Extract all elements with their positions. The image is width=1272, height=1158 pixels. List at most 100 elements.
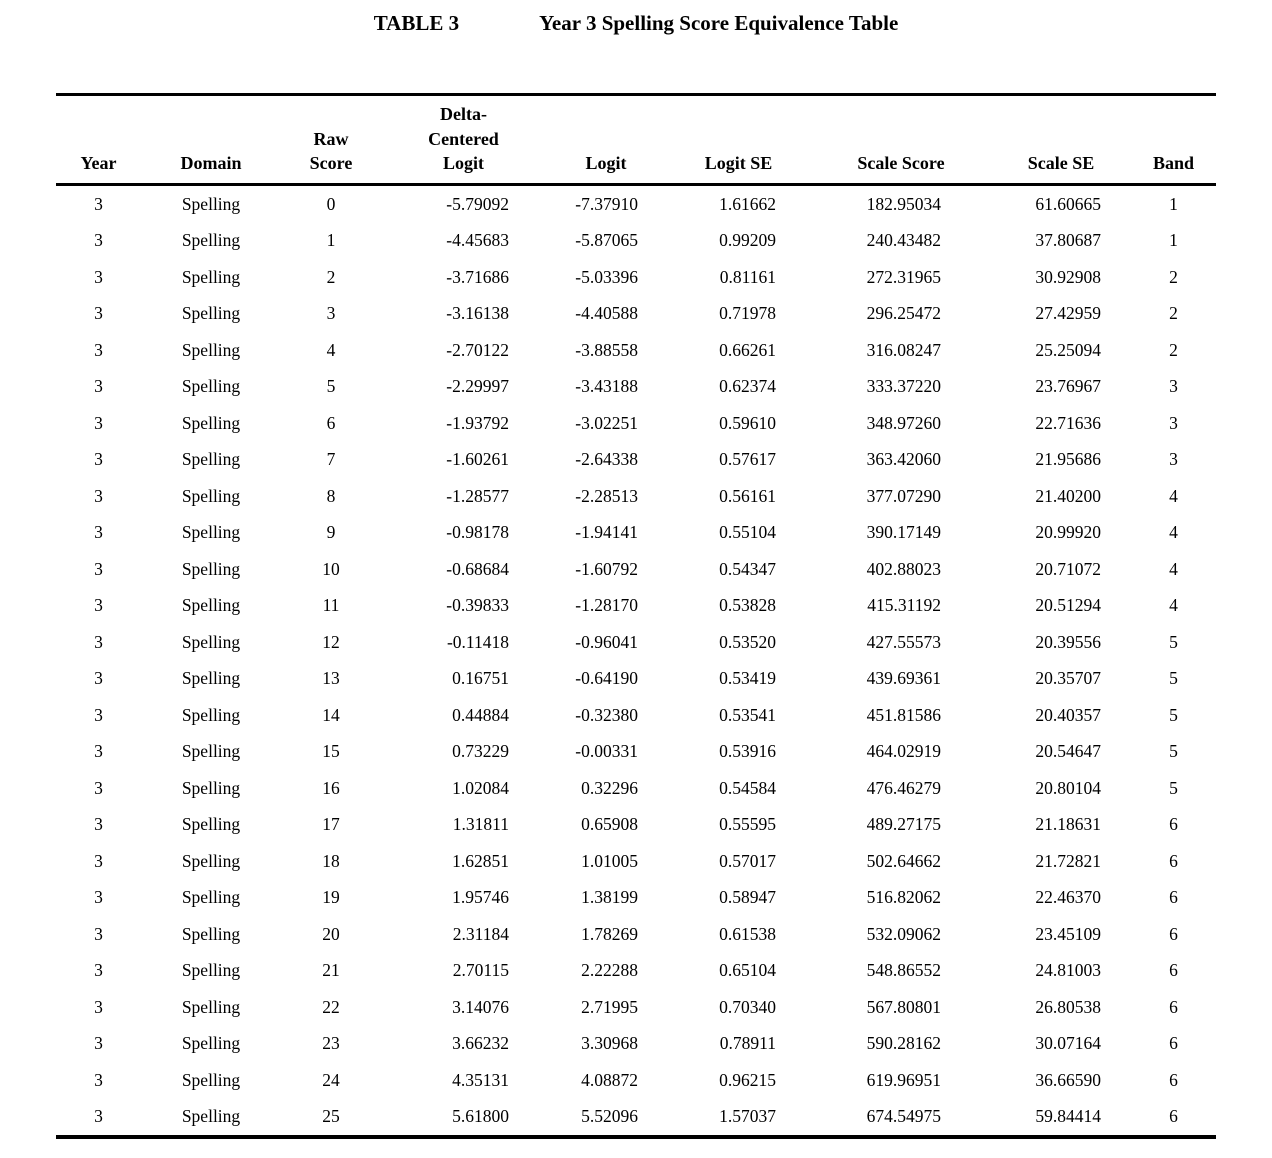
table-cell: 3 — [94, 923, 103, 944]
table-cell: Spelling — [181, 777, 241, 798]
table-cell: 0.57617 — [719, 449, 776, 470]
table-cell: 3 — [94, 303, 103, 324]
table-cell: 16 — [322, 777, 340, 798]
table-cell: 0.56161 — [719, 485, 776, 506]
table-row: 3 Spelling 11 -0.39833 -1.28170 0.53828 415.31… — [56, 588, 1216, 625]
table-cell: 0.53419 — [719, 668, 776, 689]
table-cell: 1.78269 — [581, 923, 638, 944]
table-cell: 1 — [1169, 193, 1178, 214]
table-cell: Spelling — [181, 631, 241, 652]
table-cell: -4.40588 — [575, 303, 638, 324]
table-cell: 3 — [94, 1069, 103, 1090]
table-cell: Spelling — [181, 522, 241, 543]
table-cell: 348.97260 — [866, 412, 941, 433]
table-cell: 1.31811 — [452, 814, 509, 835]
table-caption: Year 3 Spelling Score Equivalence Table — [539, 11, 899, 35]
table-cell: 316.08247 — [866, 339, 941, 360]
table-cell: 4.08872 — [581, 1069, 638, 1090]
table-cell: Spelling — [181, 193, 241, 214]
table-cell: 26.80538 — [1035, 996, 1101, 1017]
table-cell: 476.46279 — [866, 777, 941, 798]
table-row: 3 Spelling 9 -0.98178 -1.94141 0.55104 390.171… — [56, 515, 1216, 552]
table-cell: 18 — [322, 850, 340, 871]
table-cell: 15 — [322, 741, 340, 762]
table-cell: -3.71686 — [446, 266, 509, 287]
table-cell: 3 — [94, 814, 103, 835]
table-cell: 11 — [322, 595, 340, 616]
column-header-scale-se: Scale SE — [1027, 152, 1095, 173]
table-cell: 5 — [1169, 631, 1178, 652]
table-cell: 0.65908 — [581, 814, 638, 835]
table-cell: 30.92908 — [1035, 266, 1101, 287]
table-cell: 0.71978 — [719, 303, 776, 324]
table-cell: 21.40200 — [1035, 485, 1101, 506]
table-cell: Spelling — [181, 230, 241, 251]
table-cell: 3 — [94, 266, 103, 287]
table-cell: 5 — [326, 376, 336, 397]
table-cell: -0.68684 — [446, 558, 509, 579]
table-cell: 6 — [1169, 923, 1178, 944]
column-header-band: Band — [1152, 152, 1195, 173]
table-cell: 0.54584 — [719, 777, 776, 798]
table-cell: 2 — [326, 266, 336, 287]
table-cell: 0.81161 — [719, 266, 776, 287]
table-body: 3 Spelling 0 -5.79092 -7.37910 1.61662 182.950… — [56, 185, 1216, 1138]
table-title: TABLE 3 Year 3 Spelling Score Equivalenc… — [0, 10, 1272, 37]
table-cell: 3 — [94, 485, 103, 506]
table-cell: 3 — [94, 887, 103, 908]
table-cell: Spelling — [181, 558, 241, 579]
table-cell: 2 — [1169, 339, 1178, 360]
table-cell: 21 — [322, 960, 340, 981]
table-cell: 13 — [322, 668, 340, 689]
table-cell: 427.55573 — [866, 631, 941, 652]
table-cell: 1.01005 — [581, 850, 638, 871]
score-equivalence-table: Year Domain Raw Score Delta- Centered Lo… — [56, 93, 1216, 1140]
table-cell: 0.55595 — [719, 814, 776, 835]
table-cell: -5.87065 — [575, 230, 638, 251]
table-cell: 14 — [322, 704, 340, 725]
table-cell: 1.62851 — [452, 850, 509, 871]
table-cell: 3 — [1169, 412, 1178, 433]
table-cell: 3 — [94, 960, 103, 981]
table-cell: 22.71636 — [1035, 412, 1101, 433]
table-cell: 2.71995 — [581, 996, 638, 1017]
table-cell: 3.14076 — [452, 996, 509, 1017]
table-cell: 6 — [1169, 1069, 1178, 1090]
table-cell: 0 — [326, 193, 336, 214]
table-cell: Spelling — [181, 339, 241, 360]
table-row: 3 Spelling 20 2.31184 1.78269 0.61538 532.0906… — [56, 916, 1216, 953]
table-cell: -1.60261 — [446, 449, 509, 470]
table-cell: 182.95034 — [866, 193, 941, 214]
table-row: 3 Spelling 7 -1.60261 -2.64338 0.57617 363.420… — [56, 442, 1216, 479]
table-cell: 61.60665 — [1035, 193, 1101, 214]
table-cell: -0.39833 — [446, 595, 509, 616]
table-cell: 2 — [1169, 266, 1178, 287]
table-cell: 3 — [94, 193, 103, 214]
table-cell: Spelling — [181, 376, 241, 397]
table-cell: -1.60792 — [575, 558, 638, 579]
table-cell: 0.16751 — [452, 668, 509, 689]
table-cell: 0.53916 — [719, 741, 776, 762]
table-cell: 37.80687 — [1035, 230, 1101, 251]
table-cell: 3 — [1169, 449, 1178, 470]
table-cell: -0.96041 — [575, 631, 638, 652]
table-cell: Spelling — [181, 449, 241, 470]
table-row: 3 Spelling 23 3.66232 3.30968 0.78911 590.2816… — [56, 1026, 1216, 1063]
table-cell: 0.61538 — [719, 923, 776, 944]
table-cell: -2.29997 — [446, 376, 509, 397]
table-cell: Spelling — [181, 485, 241, 506]
table-cell: 532.09062 — [866, 923, 941, 944]
table-cell: Spelling — [181, 1069, 241, 1090]
table-cell: -0.64190 — [575, 668, 638, 689]
table-cell: 0.59610 — [719, 412, 776, 433]
table-cell: -5.03396 — [575, 266, 638, 287]
table-cell: 0.53541 — [719, 704, 776, 725]
table-cell: 20 — [322, 923, 340, 944]
table-cell: 17 — [322, 814, 340, 835]
table-cell: -2.64338 — [575, 449, 638, 470]
table-cell: 24.81003 — [1035, 960, 1101, 981]
column-header-domain: Domain — [180, 152, 242, 173]
table-cell: 3 — [94, 996, 103, 1017]
table-cell: Spelling — [181, 741, 241, 762]
table-cell: 6 — [1169, 996, 1178, 1017]
